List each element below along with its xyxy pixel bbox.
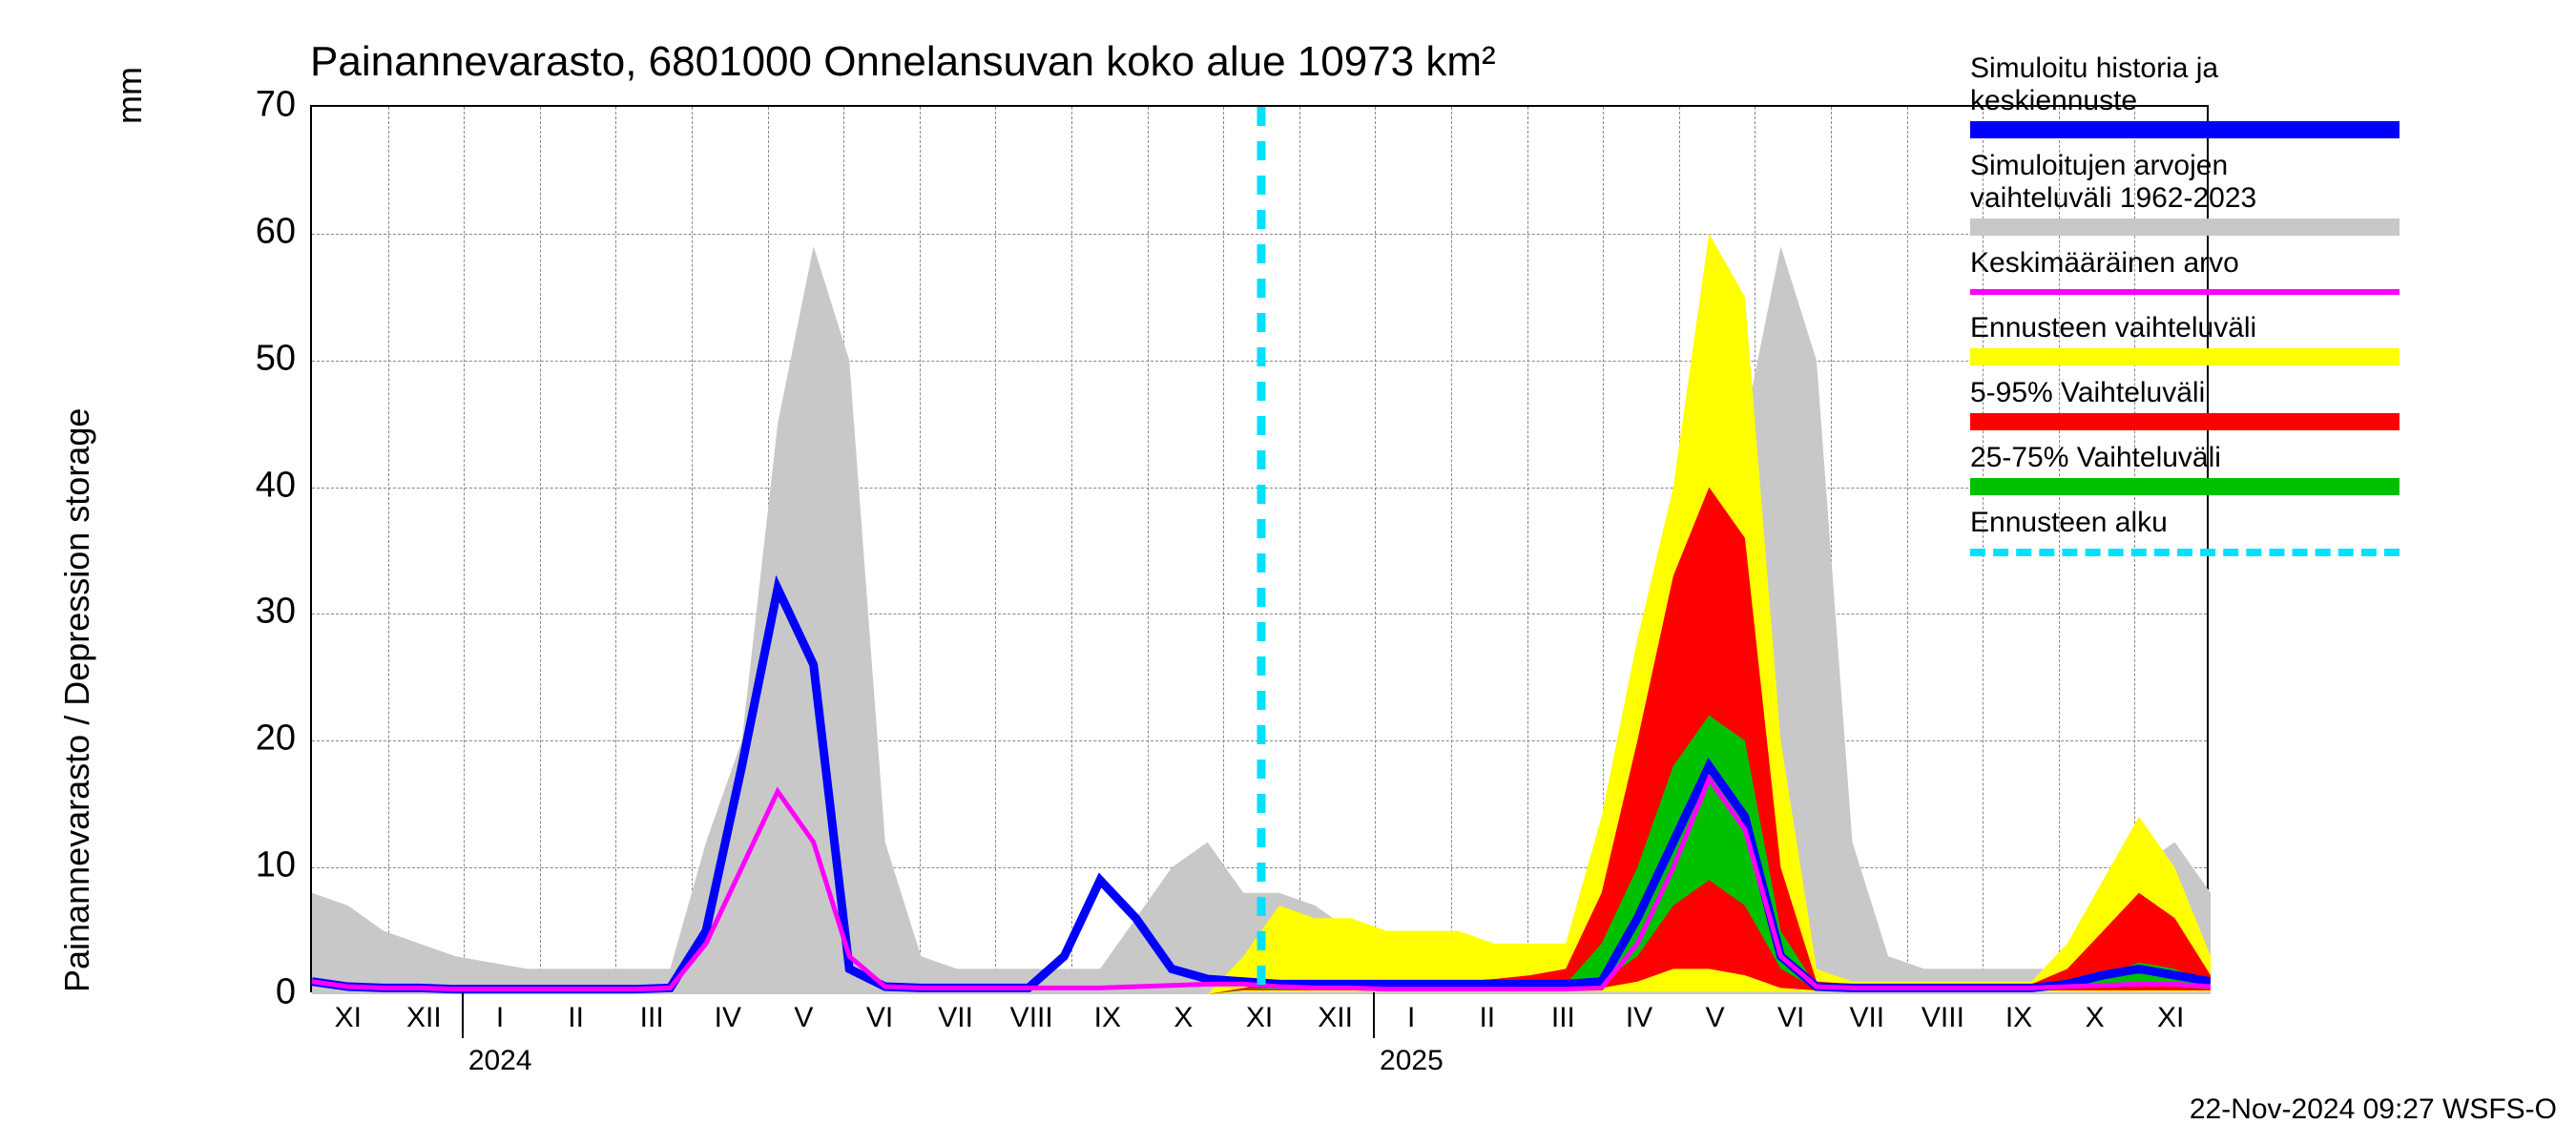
legend-entry: Ennusteen vaihteluväli [1970, 312, 2399, 365]
legend-label: Keskimääräinen arvo [1970, 247, 2399, 280]
ytick-label: 70 [210, 85, 296, 126]
legend-entry: Keskimääräinen arvo [1970, 247, 2399, 295]
xtick-label: VIII [1922, 1002, 1964, 1034]
legend-label: Ennusteen alku [1970, 507, 2399, 539]
ytick-label: 10 [210, 845, 296, 886]
chart-title: Painannevarasto, 6801000 Onnelansuvan ko… [310, 38, 1496, 86]
legend-dashed [1970, 549, 2399, 556]
legend-swatch [1970, 413, 2399, 430]
legend-swatch [1970, 121, 2399, 138]
xtick-label: IV [1626, 1002, 1652, 1034]
xtick-label: XI [1246, 1002, 1273, 1034]
legend-swatch [1970, 478, 2399, 495]
xtick-label: VI [1777, 1002, 1804, 1034]
ytick-label: 20 [210, 718, 296, 760]
xtick-label: VI [866, 1002, 893, 1034]
plot-area [310, 105, 2209, 992]
xtick-label: III [640, 1002, 664, 1034]
chart-svg [312, 107, 2211, 994]
legend-entry: 25-75% Vaihteluväli [1970, 442, 2399, 495]
y-axis-label: Painannevarasto / Depression storage [57, 408, 97, 992]
year-tick [462, 992, 464, 1038]
xtick-year: 2025 [1380, 1045, 1444, 1077]
xtick-label: IX [1094, 1002, 1121, 1034]
chart-frame: Painannevarasto, 6801000 Onnelansuvan ko… [0, 0, 2576, 1145]
legend-label: 25-75% Vaihteluväli [1970, 442, 2399, 474]
xtick-label: IX [2005, 1002, 2032, 1034]
legend-swatch [1970, 348, 2399, 365]
xtick-label: IV [715, 1002, 741, 1034]
xtick-label: XII [1318, 1002, 1353, 1034]
ytick-label: 50 [210, 338, 296, 379]
legend-label: Simuloitu historia ja [1970, 52, 2399, 85]
footer-timestamp: 22-Nov-2024 09:27 WSFS-O [2190, 1093, 2557, 1126]
xtick-label: II [568, 1002, 584, 1034]
xtick-label: XI [2157, 1002, 2184, 1034]
xtick-label: II [1479, 1002, 1495, 1034]
legend-entry: 5-95% Vaihteluväli [1970, 377, 2399, 430]
year-tick [1373, 992, 1375, 1038]
legend-label: Simuloitujen arvojen [1970, 150, 2399, 182]
xtick-label: XI [335, 1002, 362, 1034]
xtick-label: X [2086, 1002, 2105, 1034]
xtick-label: VII [938, 1002, 973, 1034]
ytick-label: 30 [210, 592, 296, 633]
legend-entry: Ennusteen alku [1970, 507, 2399, 556]
legend-label: keskiennuste [1970, 85, 2399, 117]
ytick-label: 60 [210, 211, 296, 252]
legend-line [1970, 289, 2399, 295]
xtick-label: I [1407, 1002, 1415, 1034]
xtick-label: I [496, 1002, 504, 1034]
legend-label: vaihteluväli 1962-2023 [1970, 182, 2399, 215]
xtick-label: V [1706, 1002, 1725, 1034]
xtick-label: V [794, 1002, 813, 1034]
xtick-label: XII [406, 1002, 442, 1034]
xtick-label: III [1551, 1002, 1575, 1034]
legend-entry: Simuloitujen arvojenvaihteluväli 1962-20… [1970, 150, 2399, 236]
xtick-label: VIII [1010, 1002, 1053, 1034]
xtick-year: 2024 [468, 1045, 532, 1077]
legend-entry: Simuloitu historia jakeskiennuste [1970, 52, 2399, 138]
y-axis-unit: mm [110, 67, 150, 124]
ytick-label: 0 [210, 972, 296, 1013]
xtick-label: X [1174, 1002, 1193, 1034]
ytick-label: 40 [210, 465, 296, 506]
legend-label: 5-95% Vaihteluväli [1970, 377, 2399, 409]
xtick-label: VII [1849, 1002, 1884, 1034]
legend-label: Ennusteen vaihteluväli [1970, 312, 2399, 344]
legend-swatch [1970, 219, 2399, 236]
